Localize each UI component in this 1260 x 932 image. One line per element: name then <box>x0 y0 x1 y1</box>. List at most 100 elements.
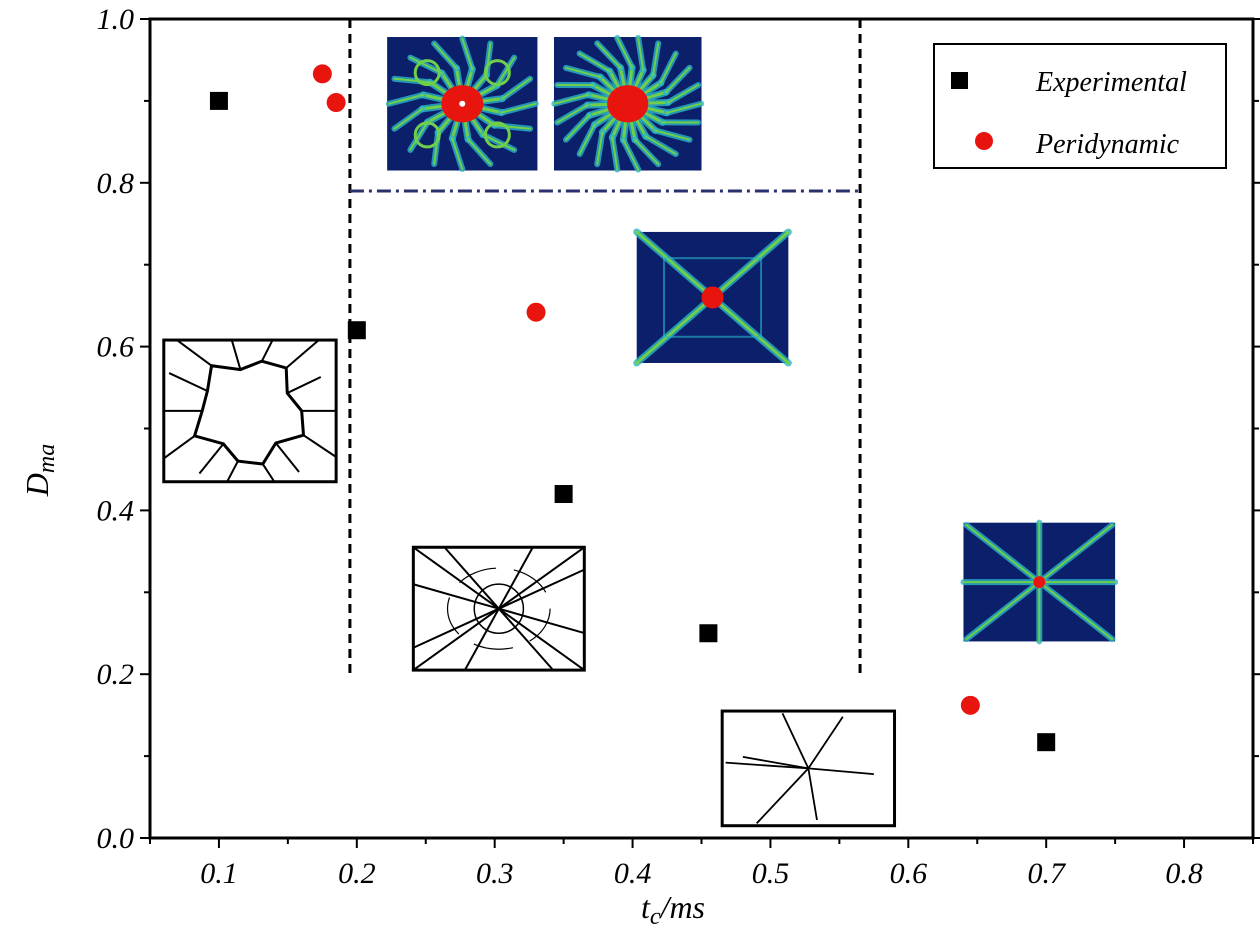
crack-line <box>578 52 611 73</box>
x-axis-label: tc/ms <box>641 889 705 930</box>
experiment-inset-few-radial <box>720 709 897 828</box>
simulation-inset-x-cross <box>633 228 792 367</box>
crack-line <box>1038 581 1114 641</box>
crack-line <box>711 230 790 299</box>
x-tick-label: 0.8 <box>1165 857 1203 890</box>
crack-line <box>808 767 874 776</box>
crack-ring-outer <box>446 567 551 650</box>
crack-line <box>781 712 810 769</box>
crack-line <box>260 339 274 362</box>
data-point-peridynamic <box>960 695 980 715</box>
y-tick-label: 0.0 <box>97 822 135 855</box>
crack-line <box>198 443 225 475</box>
crack-line <box>611 136 619 171</box>
crack-line <box>556 104 589 124</box>
crack-line <box>433 42 458 70</box>
crack-line <box>176 339 213 367</box>
crack-line <box>807 716 844 769</box>
damage-core <box>701 286 724 309</box>
crack-line <box>564 66 602 79</box>
crack-line <box>596 42 622 69</box>
crack-line <box>665 102 703 114</box>
ticks-layer: 0.0 0.2 0.4 0.6 0.8 1.0 0.1 0.2 0.3 0.4 0.5 0.6 0.7 0… <box>97 3 1260 890</box>
crack-line <box>725 761 809 770</box>
crack-line <box>659 52 677 84</box>
crack-ring <box>473 583 525 634</box>
crack-line <box>1038 524 1114 584</box>
crack-line <box>498 546 585 610</box>
crack-line <box>564 114 591 141</box>
crack-line <box>443 546 500 610</box>
crack-line <box>498 568 585 610</box>
crack-line <box>501 77 532 100</box>
crack-line <box>286 376 322 394</box>
crack-line <box>387 93 425 105</box>
crack-line <box>654 129 691 141</box>
data-point-peridynamic <box>326 93 346 113</box>
crack-line <box>393 77 431 84</box>
reference-lines-layer <box>348 19 862 679</box>
crack-line <box>665 66 691 94</box>
crack-line <box>451 137 464 170</box>
crack-ring <box>662 257 763 338</box>
crack-loop <box>413 59 441 87</box>
crack-line <box>965 581 1041 641</box>
data-points-layer <box>209 64 1056 752</box>
crack-loop <box>413 121 441 149</box>
data-point-peridynamic <box>526 302 546 322</box>
crack-line <box>553 93 590 105</box>
legend-label-experimental: Experimental <box>1035 67 1187 98</box>
crack-line <box>413 583 500 610</box>
crack-line <box>409 121 429 151</box>
crack-line <box>393 107 424 130</box>
crack-line <box>755 767 810 825</box>
x-tick-label: 0.4 <box>614 857 652 890</box>
crack-line <box>168 372 208 392</box>
experiment-inset-hole <box>162 338 338 484</box>
experiment-inset-radial-ring <box>411 545 586 672</box>
crack-loop <box>483 121 511 149</box>
crack-line <box>667 84 700 104</box>
damage-core <box>607 85 649 123</box>
crack-line <box>596 131 604 166</box>
data-point-peridynamic <box>312 64 332 84</box>
crack-line <box>711 295 790 365</box>
crack-loop <box>483 59 511 87</box>
x-tick-label: 0.7 <box>1027 857 1067 890</box>
crack-line <box>498 607 585 635</box>
y-tick-label: 1.0 <box>97 3 135 36</box>
y-tick-label: 0.4 <box>97 494 135 527</box>
simulation-inset-branching <box>551 35 705 173</box>
y-axis-label: Dma <box>19 444 60 497</box>
x-tick-label: 0.6 <box>890 857 928 890</box>
legend-marker-experimental <box>951 72 968 89</box>
x-tick-label: 0.5 <box>752 857 790 890</box>
crack-line <box>965 524 1041 584</box>
crack-line <box>481 133 516 151</box>
crack-line <box>637 37 645 72</box>
crack-line <box>633 138 660 166</box>
crack-line <box>261 463 276 483</box>
crack-line <box>496 56 516 87</box>
crack-line <box>285 339 320 369</box>
simulation-inset-dense <box>385 35 539 172</box>
crack-line <box>461 37 474 71</box>
crack-line <box>163 435 196 460</box>
data-point-experimental <box>554 485 573 504</box>
crack-line <box>498 607 585 671</box>
data-point-experimental <box>347 321 366 340</box>
data-point-experimental <box>1037 733 1056 752</box>
crack-line <box>493 124 532 130</box>
legend: Experimental Peridynamic <box>933 43 1227 169</box>
crack-line <box>635 230 715 299</box>
simulation-inset-star <box>960 519 1119 645</box>
legend-marker-peridynamic <box>975 132 993 150</box>
crack-line <box>742 756 809 770</box>
crack-line <box>616 37 634 69</box>
crack-line <box>578 123 596 155</box>
crack-line <box>412 607 500 649</box>
crack-line <box>302 434 337 458</box>
crack-line <box>497 546 534 610</box>
crack-line <box>622 139 640 171</box>
